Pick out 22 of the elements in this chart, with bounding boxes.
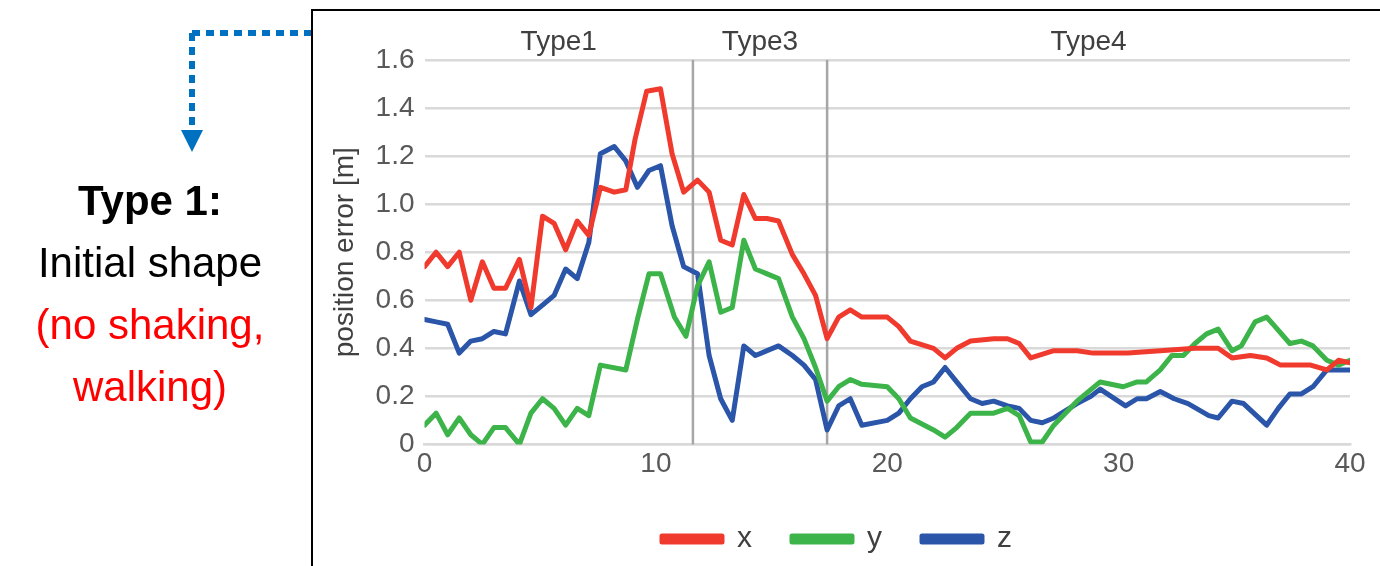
- x-tick-label: 20: [871, 446, 903, 478]
- y-tick-label: 1.6: [375, 42, 415, 74]
- text: Initial shape: [36, 238, 264, 288]
- y-axis-title: position error [m]: [327, 147, 359, 358]
- x-tick-label: 30: [1103, 446, 1135, 478]
- text: (no shaking, walking): [34, 300, 266, 412]
- text: Type1: [520, 24, 597, 56]
- legend-label: x: [737, 520, 752, 554]
- y-tick-label: 0.2: [375, 379, 415, 411]
- y-tick-label: 1.2: [375, 138, 415, 170]
- y-tick-label: 1.0: [375, 186, 415, 218]
- legend-label: z: [997, 520, 1012, 554]
- text: Type3: [721, 24, 799, 56]
- legend-label: y: [867, 520, 882, 554]
- y-tick-label: 0.6: [375, 282, 415, 314]
- y-tick-label: 0.4: [375, 331, 415, 363]
- x-tick-label: 40: [1334, 446, 1366, 478]
- text: Type 1:: [77, 176, 223, 226]
- x-tick-label: 10: [640, 446, 672, 478]
- text: Type4: [1050, 24, 1127, 56]
- y-tick-label: 1.4: [375, 90, 415, 122]
- y-tick-label: 0.8: [375, 234, 415, 266]
